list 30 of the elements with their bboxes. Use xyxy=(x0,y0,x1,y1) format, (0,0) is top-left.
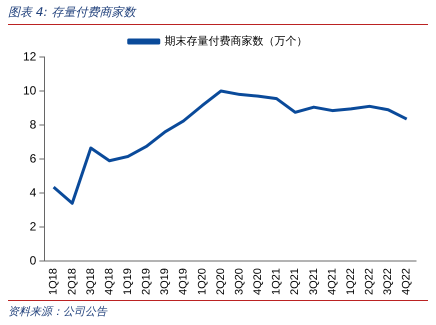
x-tick-label: 2Q18 xyxy=(66,268,78,296)
y-tick-label: 12 xyxy=(22,49,37,64)
legend-label: 期末存量付费商家数（万个） xyxy=(164,34,308,48)
x-tick-label: 1Q18 xyxy=(48,268,60,296)
y-tick-label: 0 xyxy=(30,253,37,268)
x-tick-label: 3Q21 xyxy=(308,268,320,296)
x-tick-label: 2Q19 xyxy=(140,268,153,296)
text: 资料来源：公司公告 xyxy=(8,300,428,319)
x-tick-label: 1Q20 xyxy=(196,268,208,296)
x-tick-label: 2Q22 xyxy=(364,268,376,296)
x-tick-label: 1Q22 xyxy=(344,268,357,296)
x-tick-label: 4Q18 xyxy=(103,268,116,296)
y-tick-label: 8 xyxy=(30,117,37,132)
x-tick-label: 4Q22 xyxy=(400,268,413,296)
x-tick-label: 4Q20 xyxy=(252,268,264,296)
y-tick-label: 10 xyxy=(22,83,37,98)
x-tick-label: 4Q21 xyxy=(326,268,338,296)
x-tick-label: 1Q21 xyxy=(270,268,283,296)
x-tick-label: 4Q19 xyxy=(178,268,190,296)
x-tick-label: 3Q19 xyxy=(159,268,172,296)
x-tick-label: 2Q21 xyxy=(289,268,302,296)
chart-title: 图表 4: 存量付费商家数 xyxy=(8,4,428,25)
x-tick-label: 3Q22 xyxy=(382,268,394,296)
x-tick-label: 3Q20 xyxy=(233,268,246,296)
x-tick-label: 2Q20 xyxy=(214,268,227,296)
y-tick-label: 6 xyxy=(30,151,37,166)
y-tick-label: 4 xyxy=(30,185,37,200)
y-tick-label: 2 xyxy=(30,219,37,234)
x-tick-label: 1Q19 xyxy=(122,268,134,296)
x-tick-label: 3Q18 xyxy=(84,268,97,296)
